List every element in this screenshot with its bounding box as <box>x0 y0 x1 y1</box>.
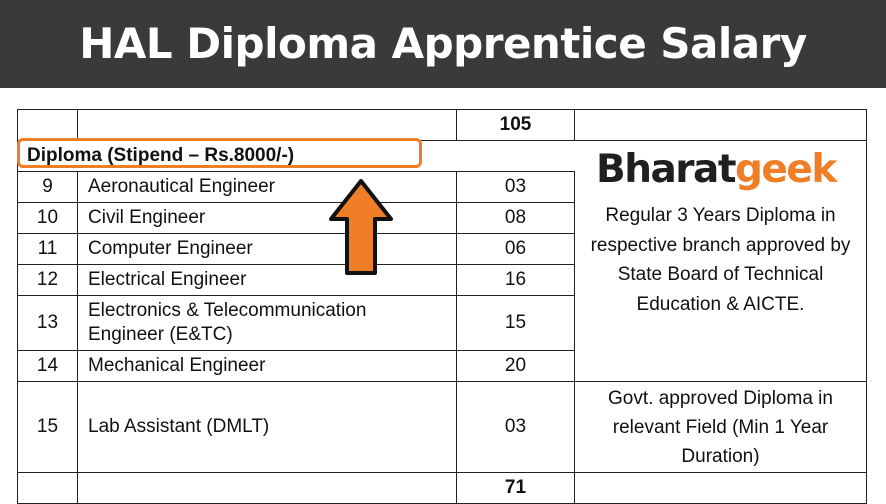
qualification-lab: Govt. approved Diploma in relevant Field… <box>574 381 867 473</box>
bottom-total: 71 <box>456 472 575 504</box>
up-arrow-icon <box>329 179 393 275</box>
highlight-box <box>17 138 422 168</box>
table-row: 12 Electrical Engineer 16 <box>17 264 867 296</box>
table-row: 10 Civil Engineer 08 <box>17 202 867 234</box>
page-title: HAL Diploma Apprentice Salary Notice <box>0 0 886 156</box>
bharatgeek-logo: Bharatgeek <box>594 147 838 192</box>
table-row: 15 Lab Assistant (DMLT) 03 Govt. approve… <box>17 381 867 473</box>
top-total: 105 <box>456 109 575 141</box>
table-row: 71 <box>17 472 867 504</box>
notice-document: 105 Diploma (Stipend – Rs.8000/-) Regula… <box>0 88 886 504</box>
table-row: 13 Electronics & Telecommunication Engin… <box>17 295 867 351</box>
table-row: 105 <box>17 109 867 141</box>
